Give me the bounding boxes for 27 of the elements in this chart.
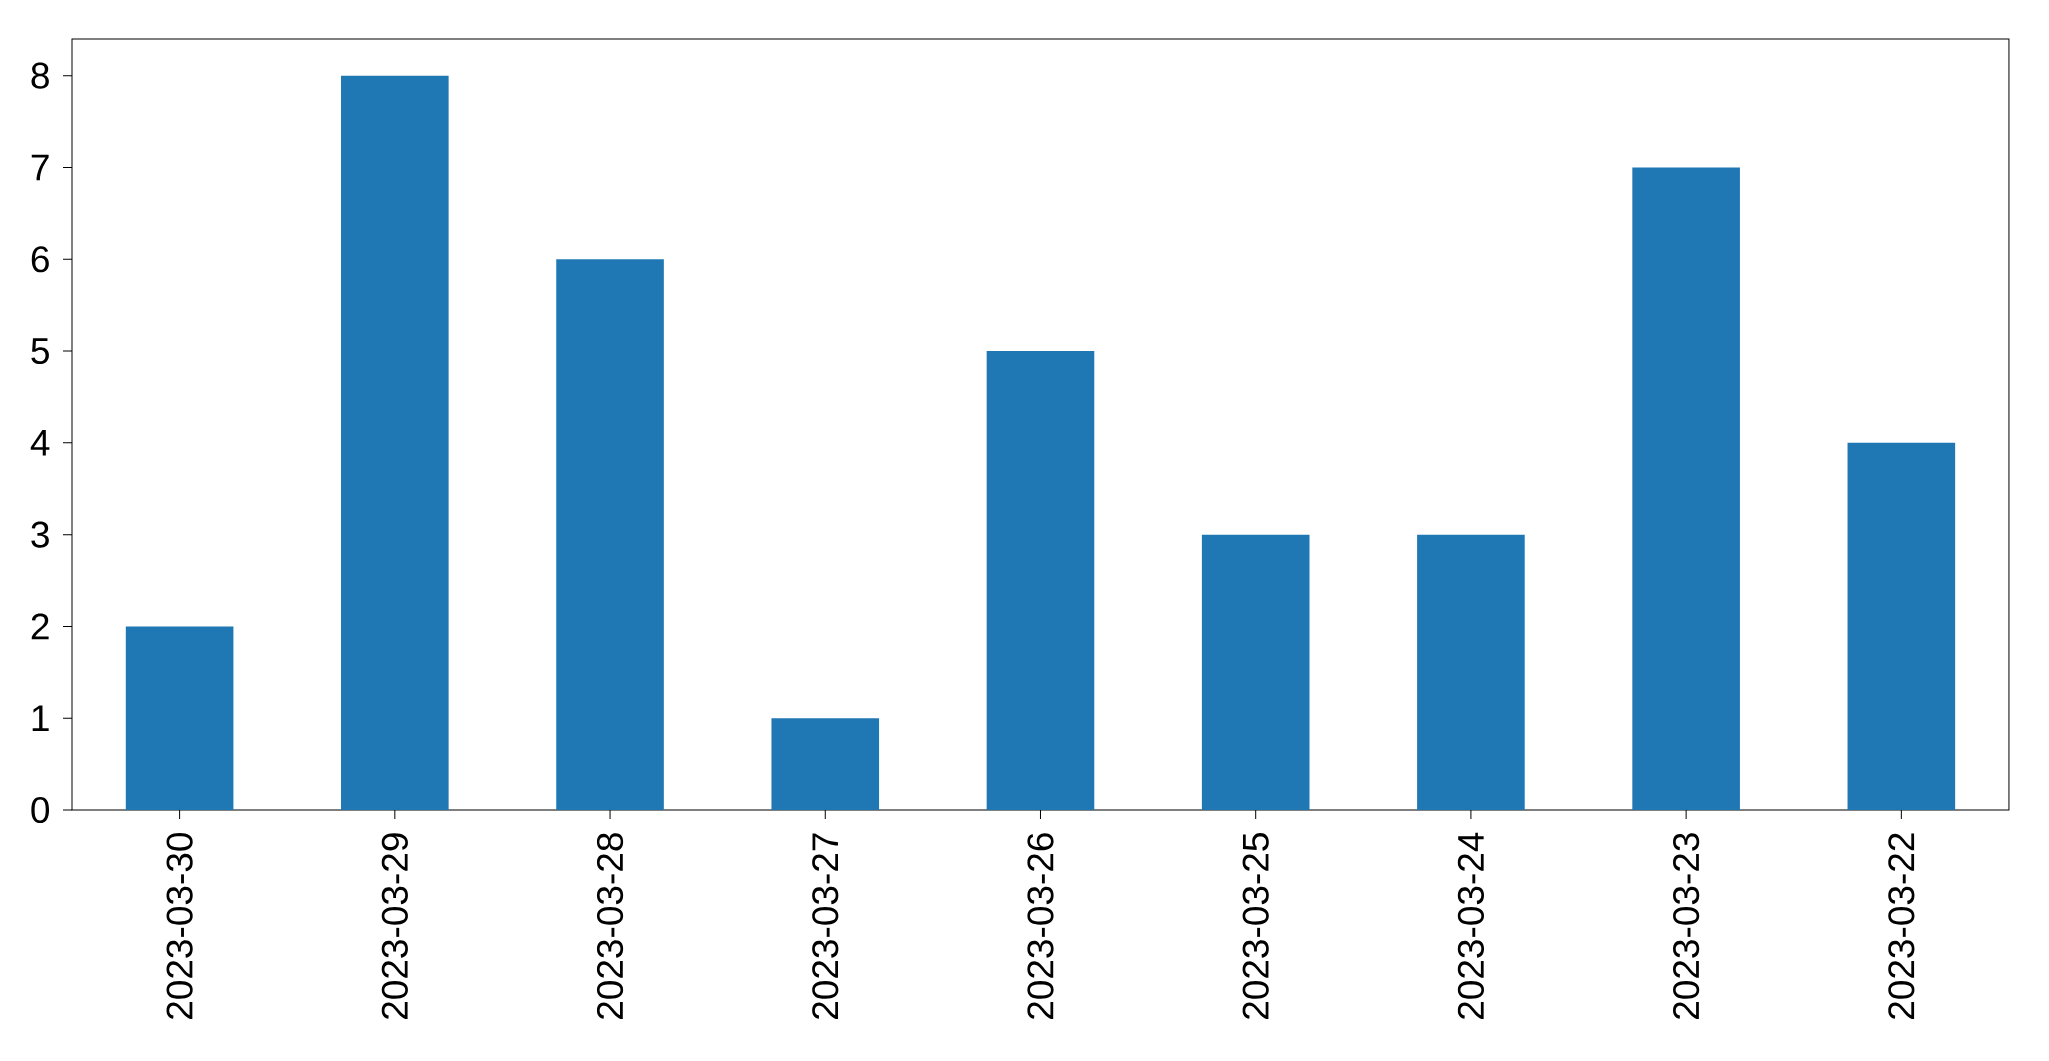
x-tick-label: 2023-03-28	[596, 833, 624, 1019]
x-tick-label: 2023-03-29	[381, 833, 408, 1019]
x-tick-label: 2023-03-27	[812, 833, 839, 1019]
bar	[771, 718, 880, 810]
y-tick-label: 4	[30, 430, 50, 456]
x-tick-label: 2023-03-22	[1888, 833, 1915, 1019]
bar	[1632, 167, 1740, 810]
y-tick-label: 3	[31, 521, 49, 548]
y-tick-label: 5	[31, 338, 49, 364]
bar	[1417, 534, 1525, 810]
x-tick-label: 2023-03-24	[1457, 832, 1484, 1019]
bar	[1847, 442, 1956, 810]
y-tick-label: 1	[32, 705, 49, 731]
x-tick-label: 2023-03-25	[1242, 833, 1269, 1019]
bar	[556, 259, 664, 810]
y-tick-label: 6	[31, 246, 49, 273]
y-tick-label: 7	[31, 154, 49, 181]
x-tick-label: 2023-03-26	[1027, 833, 1054, 1019]
x-tick-label: 2023-03-30	[166, 833, 193, 1019]
y-tick-label: 8	[31, 62, 49, 89]
y-tick-label: 0	[31, 796, 50, 824]
bar	[125, 626, 234, 810]
bar	[986, 351, 1095, 810]
bar	[1201, 534, 1310, 810]
y-tick-label: 2	[31, 613, 49, 640]
x-tick-label: 2023-03-23	[1673, 833, 1700, 1019]
bar	[341, 75, 449, 810]
